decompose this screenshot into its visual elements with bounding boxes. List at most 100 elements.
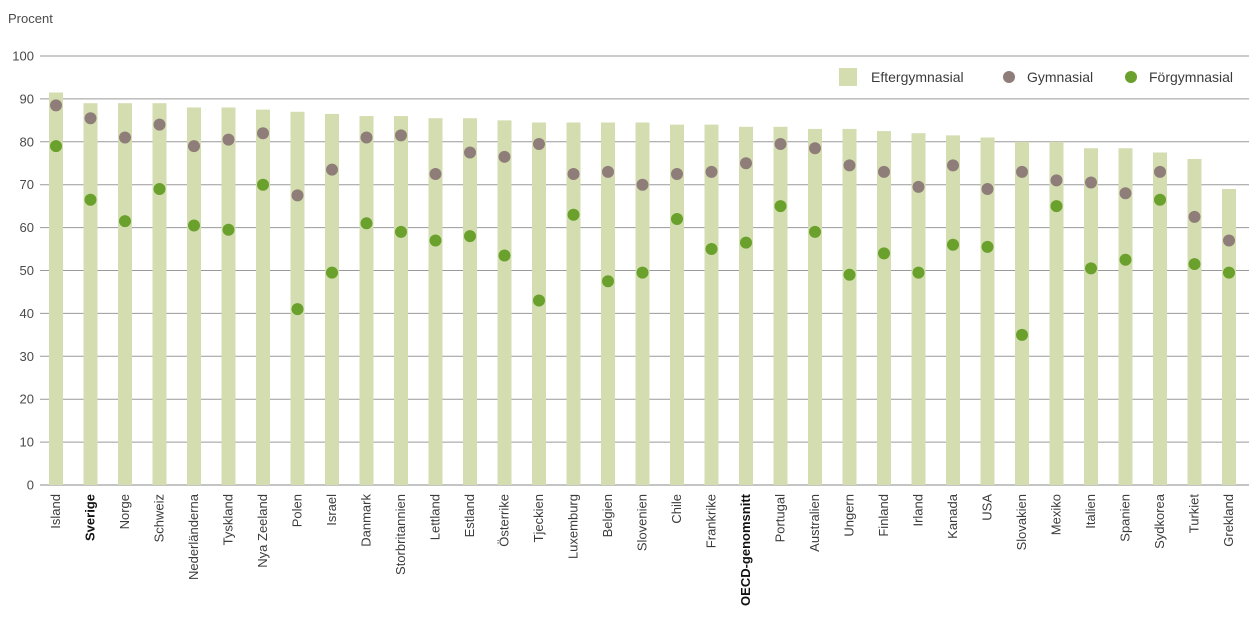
dot-gymnasial [222,133,235,146]
dot-gymnasial [981,182,994,195]
x-category-label: Chile [669,494,684,524]
dot-gymnasial [878,165,890,178]
bar-eftergymnasial [1118,148,1133,486]
dot-gymnasial [188,140,200,153]
bar-eftergymnasial [877,131,891,485]
dot-forgymnasial [153,182,166,195]
dot-gymnasial [1119,187,1132,200]
bar-eftergymnasial [83,103,98,485]
bar-eftergymnasial [290,111,305,486]
dot-gymnasial [1085,176,1097,189]
dot-gymnasial [1154,165,1166,178]
x-category-label: Storbritannien [393,494,408,575]
dot-gymnasial [774,137,787,150]
x-category-label: Australien [807,494,822,552]
dot-forgymnasial [774,200,787,213]
dot-gymnasial [1223,234,1235,247]
bar-eftergymnasial [808,128,822,485]
y-tick-label: 30 [20,349,34,364]
bar-eftergymnasial [911,133,926,485]
bar-eftergymnasial [1049,141,1064,486]
bar-eftergymnasial [394,116,408,485]
dot-gymnasial [498,150,511,163]
dot-gymnasial [360,131,373,144]
x-category-label: Irland [911,494,926,527]
dot-gymnasial [1016,165,1028,178]
bar-eftergymnasial [118,103,132,485]
dot-gymnasial [119,131,131,144]
dot-forgymnasial [1050,200,1063,213]
bar-eftergymnasial [739,126,753,485]
dot-gymnasial [912,180,925,193]
dot-forgymnasial [360,217,373,230]
y-tick-label: 60 [20,220,34,235]
bar-eftergymnasial [497,120,512,485]
x-category-label: Luxemburg [566,494,581,559]
dot-forgymnasial [222,223,235,236]
dot-forgymnasial [705,243,718,256]
x-category-label: Slovenien [635,494,650,551]
dot-gymnasial [464,146,476,159]
dot-forgymnasial [1085,262,1097,275]
x-category-label: Ungern [842,494,857,537]
bar-eftergymnasial [1153,152,1167,485]
dot-forgymnasial [1154,193,1166,206]
x-category-label: Polen [290,494,305,527]
dot-forgymnasial [567,208,580,221]
dot-forgymnasial [464,230,476,243]
bar-eftergymnasial [152,103,167,485]
dot-series [50,99,1235,341]
bar-eftergymnasial [325,113,339,485]
dot-forgymnasial [809,225,821,238]
bar-eftergymnasial [704,124,719,485]
x-category-label: OECD-genomsnitt [738,493,753,606]
dot-forgymnasial [947,238,959,251]
x-category-label: Israel [324,494,339,526]
dot-forgymnasial [84,193,97,206]
x-category-label: Norge [117,494,132,529]
legend-label-eftergymnasial: Eftergymnasial [871,69,964,85]
dot-gymnasial [84,112,97,125]
bar-series [49,92,1236,486]
x-category-label: Island [48,494,63,529]
legend: Eftergymnasial Gymnasial Förgymnasial [839,68,1233,86]
bar-eftergymnasial [359,116,374,485]
dot-gymnasial [50,99,62,112]
bar-eftergymnasial [601,122,615,486]
bar-eftergymnasial [1084,148,1098,486]
x-category-label: Österrike [497,494,512,547]
dot-gymnasial [636,178,649,191]
bar-eftergymnasial [842,128,857,485]
y-tick-label: 100 [12,49,34,64]
dot-gymnasial [291,189,304,202]
x-category-label: Tyskland [221,494,236,545]
dot-gymnasial [602,165,614,178]
bar-eftergymnasial [946,135,960,486]
dot-forgymnasial [291,303,304,316]
bar-eftergymnasial [1222,188,1236,486]
dot-forgymnasial [395,225,407,238]
x-category-label: USA [980,494,995,521]
dot-forgymnasial [636,266,649,279]
y-axis-ticks: 0 10 20 30 40 50 60 70 80 90 100 [12,49,34,493]
x-category-label: Kanada [945,493,960,539]
y-tick-label: 70 [20,177,34,192]
dot-gymnasial [671,167,683,180]
dot-forgymnasial [1119,253,1132,266]
dot-gymnasial [567,167,580,180]
bar-eftergymnasial [256,109,270,485]
dot-gymnasial [843,159,856,172]
x-category-label: Estland [462,494,477,537]
x-axis-categories: Island Sverige Norge Schweiz Nederländerna Ty… [48,493,1236,606]
bar-eftergymnasial [1187,158,1202,485]
x-category-label: Sydkorea [1152,493,1167,549]
x-category-label: Nederländerna [186,493,201,580]
legend-label-forgymnasial: Förgymnasial [1149,69,1233,85]
legend-swatch-forgymnasial [1125,71,1137,83]
legend-label-gymnasial: Gymnasial [1027,69,1093,85]
y-tick-label: 80 [20,134,34,149]
legend-swatch-eftergymnasial [839,68,857,86]
dot-forgymnasial [602,275,614,288]
y-tick-label: 90 [20,91,34,106]
dot-forgymnasial [1188,258,1201,271]
